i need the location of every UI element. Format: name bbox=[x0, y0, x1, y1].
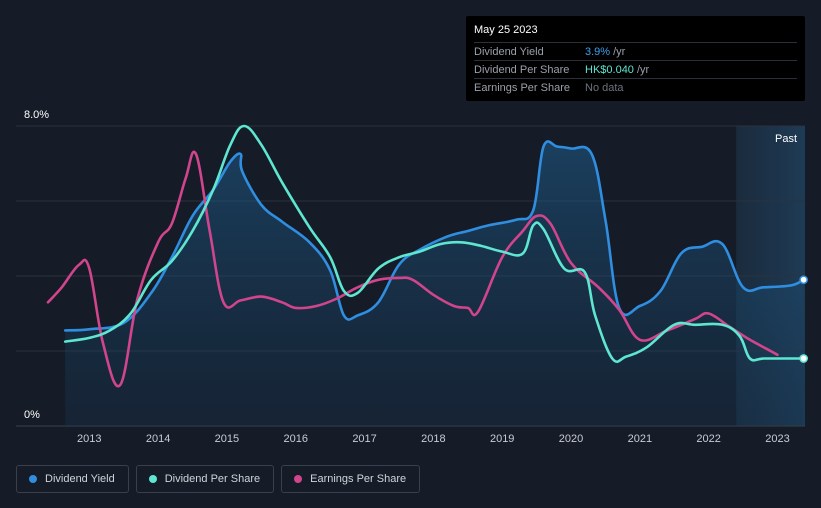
tooltip-unit: /yr bbox=[636, 63, 650, 76]
legend-dot-icon bbox=[294, 475, 303, 483]
legend-dividend-per-share[interactable]: Dividend Per Share bbox=[135, 465, 275, 493]
tooltip-value: HK$0.040 bbox=[585, 63, 634, 76]
x-axis-ticks: 2013 2014 2015 2016 2017 2018 2019 2020 2021 2022… bbox=[77, 433, 790, 445]
x-tick-label: 2013 bbox=[77, 433, 101, 445]
legend-label: Dividend Per Share bbox=[164, 473, 261, 485]
legend-dot-icon bbox=[148, 475, 157, 483]
tooltip-date: May 25 2023 bbox=[474, 24, 538, 36]
area-layer bbox=[65, 141, 804, 426]
x-tick-label: 2014 bbox=[146, 433, 170, 445]
tooltip-row-dividend-per-share: Dividend Per Share HK$0.040 /yr bbox=[474, 60, 797, 78]
tooltip-value: No data bbox=[585, 81, 624, 94]
legend-dot-icon bbox=[29, 475, 37, 483]
x-tick-label: 2021 bbox=[628, 433, 652, 445]
y-axis-ticks: 8.0% 0% bbox=[24, 109, 49, 421]
tooltip-row-earnings-per-share: Earnings Per Share No data bbox=[474, 78, 797, 96]
dividend-yield-line bbox=[63, 140, 805, 332]
y-tick-label: 8.0% bbox=[24, 109, 49, 121]
x-tick-label: 2015 bbox=[215, 433, 239, 445]
tooltip-label: Dividend Per Share bbox=[474, 63, 570, 76]
x-tick-label: 2020 bbox=[559, 433, 583, 445]
earnings-per-share-line bbox=[46, 150, 779, 388]
x-tick-label: 2023 bbox=[765, 433, 789, 445]
past-label: Past bbox=[775, 133, 797, 145]
dividend-yield-area bbox=[65, 141, 804, 426]
line-layer bbox=[46, 124, 808, 388]
tooltip-row-dividend-yield: Dividend Yield 3.9% /yr bbox=[474, 42, 797, 60]
tooltip-unit: /yr bbox=[613, 45, 626, 58]
x-tick-label: 2022 bbox=[696, 433, 720, 445]
dividend-yield-end-marker bbox=[799, 275, 808, 285]
legend-label: Dividend Yield bbox=[45, 473, 115, 485]
tooltip-label: Dividend Yield bbox=[474, 45, 544, 58]
legend-earnings-per-share[interactable]: Earnings Per Share bbox=[281, 465, 421, 493]
tooltip-value: 3.9% bbox=[585, 45, 611, 58]
legend-label: Earnings Per Share bbox=[310, 473, 407, 485]
x-tick-label: 2019 bbox=[490, 433, 514, 445]
tooltip-label: Earnings Per Share bbox=[474, 81, 570, 94]
dividend-per-share-line bbox=[63, 124, 805, 363]
legend: Dividend Yield Dividend Per Share Earnin… bbox=[16, 465, 421, 493]
x-tick-label: 2016 bbox=[284, 433, 308, 445]
x-tick-label: 2017 bbox=[352, 433, 376, 445]
legend-dividend-yield[interactable]: Dividend Yield bbox=[16, 465, 129, 493]
y-tick-label: 0% bbox=[24, 409, 40, 421]
dividend-per-share-end-marker bbox=[799, 354, 808, 363]
x-tick-label: 2018 bbox=[421, 433, 445, 445]
tooltip-panel: May 25 2023 Dividend Yield 3.9% /yr Divi… bbox=[466, 16, 805, 101]
